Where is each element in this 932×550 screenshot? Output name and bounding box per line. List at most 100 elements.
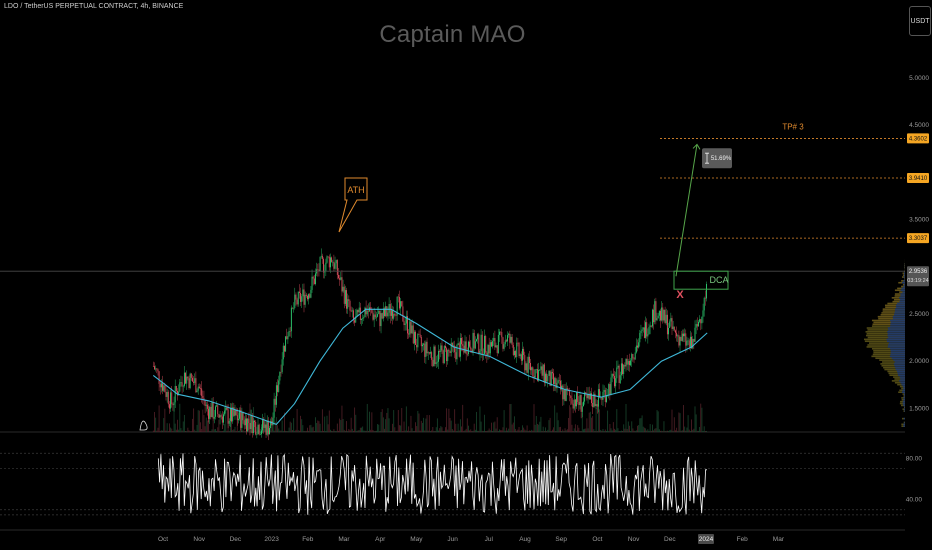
- candle[interactable]: [226, 407, 228, 410]
- candle[interactable]: [614, 375, 615, 387]
- candle[interactable]: [294, 294, 296, 308]
- candle[interactable]: [194, 378, 196, 383]
- candle[interactable]: [532, 367, 534, 377]
- candle[interactable]: [424, 343, 426, 357]
- candle[interactable]: [480, 334, 482, 352]
- candle[interactable]: [685, 333, 687, 346]
- candle[interactable]: [407, 316, 408, 334]
- candle[interactable]: [174, 386, 176, 403]
- candle[interactable]: [694, 327, 696, 342]
- candle[interactable]: [381, 313, 383, 319]
- candle[interactable]: [289, 331, 291, 332]
- candle[interactable]: [627, 361, 629, 365]
- candle[interactable]: [311, 276, 313, 290]
- candle[interactable]: [266, 420, 268, 435]
- candle[interactable]: [520, 354, 522, 361]
- candle[interactable]: [558, 380, 560, 381]
- candle[interactable]: [374, 314, 376, 318]
- candle[interactable]: [205, 404, 207, 406]
- candle[interactable]: [342, 286, 344, 292]
- candle[interactable]: [490, 342, 492, 347]
- candle[interactable]: [458, 343, 460, 357]
- candle[interactable]: [665, 314, 667, 324]
- candle[interactable]: [582, 401, 584, 407]
- candle[interactable]: [156, 368, 158, 370]
- candle[interactable]: [217, 405, 219, 415]
- candle[interactable]: [673, 326, 675, 331]
- price-tag[interactable]: [907, 266, 929, 287]
- candle[interactable]: [662, 307, 664, 321]
- candle[interactable]: [697, 321, 699, 327]
- candle[interactable]: [686, 340, 688, 346]
- candle[interactable]: [394, 313, 396, 316]
- candle[interactable]: [254, 420, 255, 422]
- candle[interactable]: [548, 370, 550, 376]
- candle[interactable]: [592, 403, 594, 407]
- candle[interactable]: [395, 315, 397, 316]
- candle[interactable]: [334, 263, 336, 269]
- candle[interactable]: [674, 330, 676, 333]
- candle[interactable]: [242, 412, 244, 421]
- candle[interactable]: [531, 367, 533, 371]
- candle[interactable]: [643, 327, 645, 338]
- candle[interactable]: [534, 369, 536, 378]
- candle[interactable]: [630, 360, 632, 366]
- candle[interactable]: [346, 290, 347, 309]
- candle[interactable]: [208, 408, 209, 419]
- candle[interactable]: [216, 405, 218, 407]
- candle[interactable]: [449, 351, 451, 353]
- candle[interactable]: [684, 333, 686, 337]
- candle[interactable]: [515, 351, 517, 358]
- candle[interactable]: [248, 418, 250, 424]
- candle[interactable]: [540, 366, 542, 370]
- candle[interactable]: [358, 307, 360, 313]
- candle[interactable]: [584, 392, 586, 402]
- candle[interactable]: [542, 364, 544, 376]
- candle[interactable]: [250, 415, 252, 430]
- candle[interactable]: [164, 385, 166, 393]
- candle[interactable]: [411, 325, 413, 334]
- candle[interactable]: [154, 366, 155, 370]
- candle[interactable]: [178, 391, 180, 396]
- candle[interactable]: [626, 358, 628, 365]
- candle[interactable]: [666, 314, 668, 335]
- candle[interactable]: [559, 380, 561, 390]
- candle[interactable]: [495, 345, 497, 348]
- candle[interactable]: [352, 310, 354, 321]
- candle[interactable]: [179, 382, 181, 392]
- candle[interactable]: [343, 286, 345, 304]
- candle[interactable]: [201, 388, 203, 396]
- candle[interactable]: [258, 424, 260, 435]
- candle[interactable]: [235, 410, 237, 416]
- candle[interactable]: [200, 388, 201, 389]
- candle[interactable]: [549, 370, 551, 386]
- candle[interactable]: [478, 334, 480, 354]
- candle[interactable]: [255, 421, 257, 435]
- candle[interactable]: [646, 322, 648, 337]
- candle[interactable]: [519, 354, 521, 357]
- candle[interactable]: [615, 378, 617, 387]
- candle[interactable]: [434, 346, 436, 364]
- candle[interactable]: [260, 430, 262, 435]
- candle[interactable]: [167, 391, 169, 405]
- candle[interactable]: [301, 296, 303, 302]
- candle[interactable]: [535, 369, 537, 370]
- candle[interactable]: [390, 310, 392, 316]
- candle[interactable]: [370, 307, 372, 309]
- candle[interactable]: [280, 371, 282, 373]
- candle[interactable]: [433, 346, 435, 367]
- candle[interactable]: [349, 301, 351, 311]
- candle[interactable]: [650, 325, 652, 327]
- candle[interactable]: [639, 333, 641, 343]
- candle[interactable]: [173, 402, 175, 406]
- candle[interactable]: [377, 314, 379, 317]
- candle[interactable]: [696, 324, 698, 327]
- candle[interactable]: [293, 307, 295, 309]
- candle[interactable]: [689, 336, 691, 347]
- candle[interactable]: [418, 333, 420, 335]
- candle[interactable]: [489, 342, 491, 354]
- candle[interactable]: [302, 289, 304, 297]
- candle[interactable]: [380, 313, 382, 327]
- candle[interactable]: [447, 349, 449, 362]
- candle[interactable]: [641, 329, 643, 331]
